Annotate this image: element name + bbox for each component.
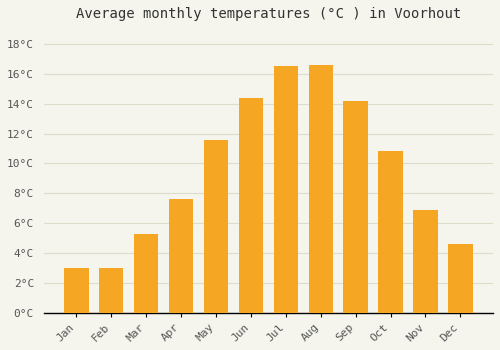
Bar [378,152,403,313]
Bar [64,268,88,313]
Bar [204,140,228,313]
Title: Average monthly temperatures (°C ) in Voorhout: Average monthly temperatures (°C ) in Vo… [76,7,461,21]
Bar [134,233,158,313]
Bar [238,98,263,313]
Bar [99,268,124,313]
Bar [414,210,438,313]
Bar [274,66,298,313]
Bar [308,65,333,313]
Bar [344,101,368,313]
Bar [448,244,472,313]
Bar [169,199,194,313]
